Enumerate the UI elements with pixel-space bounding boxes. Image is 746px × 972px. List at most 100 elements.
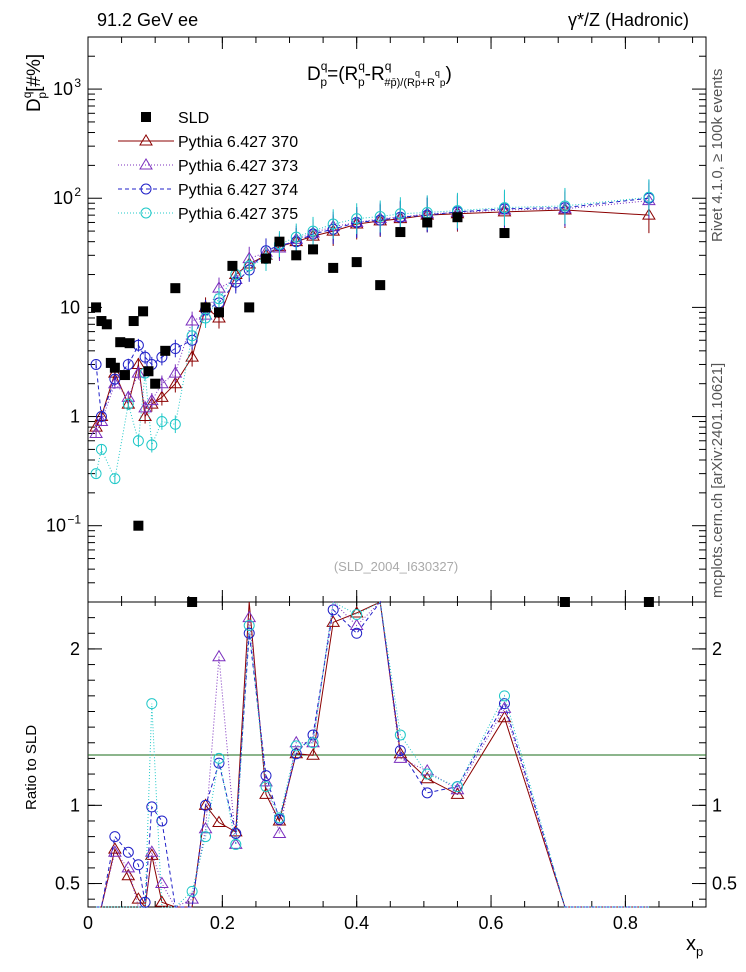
series-0	[89, 192, 656, 909]
data-point	[170, 283, 181, 294]
ratio-point	[349, 618, 364, 630]
x-tick-label: 0.2	[210, 913, 235, 933]
series-line-ratio	[96, 600, 649, 908]
data-point	[375, 280, 386, 291]
data-point	[187, 597, 198, 607]
x-tick-label: 0.8	[613, 913, 638, 933]
series-point	[132, 435, 144, 447]
series-point	[168, 376, 183, 389]
data-point	[244, 302, 255, 313]
series-point	[394, 208, 406, 220]
series-point	[139, 351, 151, 363]
ratio-point	[200, 831, 212, 843]
data-point	[499, 228, 510, 239]
ratio-point	[186, 885, 198, 897]
legend-label: Pythia 6.427 373	[178, 158, 298, 175]
ratio-point	[212, 649, 226, 662]
ratio-point	[421, 768, 433, 780]
series-point	[95, 411, 107, 423]
data-point	[101, 319, 112, 330]
ratio-point	[122, 846, 134, 858]
ratio-point	[121, 860, 136, 873]
data-point	[328, 262, 339, 273]
data-point	[91, 302, 102, 313]
series-point	[90, 468, 102, 480]
ratio-point	[349, 605, 364, 618]
legend-marker-data	[141, 112, 151, 122]
ratio-point	[451, 781, 463, 793]
ratio-tick-label: 2	[70, 639, 80, 659]
ratio-point	[421, 787, 433, 799]
data-point	[109, 362, 120, 373]
data-point	[119, 370, 130, 381]
legend-label: SLD	[178, 110, 209, 127]
data-point	[291, 250, 302, 261]
legend-label: Pythia 6.427 374	[178, 182, 298, 199]
ratio-point	[132, 859, 144, 871]
x-tick-label: 0	[83, 913, 93, 933]
ratio-axis-title: Ratio to SLD	[23, 725, 40, 810]
y-tick-label: 10	[46, 516, 66, 536]
ratio-point	[109, 831, 121, 843]
series-point	[109, 473, 121, 485]
series-point	[156, 416, 168, 428]
y-tick-label: 10	[53, 188, 73, 208]
series-point	[643, 191, 655, 203]
ratio-point	[394, 745, 406, 757]
data-point	[128, 316, 139, 327]
legend-marker	[140, 183, 152, 195]
data-point	[200, 302, 211, 313]
legend-marker	[139, 158, 153, 170]
data-point	[133, 520, 144, 531]
series-point	[374, 211, 386, 223]
series-point	[138, 409, 152, 422]
ratio-point	[260, 781, 272, 793]
series-point	[642, 208, 656, 220]
ratio-point	[498, 698, 510, 710]
series-line-ratio	[96, 601, 649, 909]
data-point	[422, 217, 433, 228]
series-point	[90, 358, 102, 370]
y-axis-title: Dqp[#%]	[20, 54, 49, 112]
y-tick-exponent: 2	[74, 185, 81, 199]
ratio-point	[228, 837, 243, 849]
ratio-point	[273, 812, 285, 824]
legend-marker	[140, 207, 152, 219]
ratio-point	[155, 876, 169, 889]
ratio-point	[230, 827, 242, 839]
ratio-point	[272, 826, 287, 838]
series-layer	[89, 179, 656, 909]
series-line-main	[95, 196, 649, 481]
ratio-point	[213, 752, 225, 764]
series-point	[243, 260, 255, 272]
ratio-point	[228, 824, 243, 837]
data-point	[351, 257, 362, 268]
data-point	[213, 307, 224, 318]
series-point	[95, 443, 107, 455]
ratio-point	[213, 757, 225, 769]
data-point	[274, 236, 285, 247]
ratio-point	[121, 868, 136, 881]
data-point	[150, 378, 161, 389]
header-right: γ*/Z (Hadronic)	[568, 10, 689, 30]
ratio-point	[230, 838, 242, 850]
ratio-point	[243, 627, 255, 639]
series-point	[168, 366, 183, 378]
legend: SLD Pythia 6.427 370 Pythia 6.427 373 Pythi…	[118, 110, 298, 223]
ratio-point	[393, 751, 408, 763]
x-tick-label: 0.4	[344, 913, 369, 933]
ratio-point	[144, 845, 159, 857]
data-point	[124, 338, 135, 349]
y-tick-label: 1	[70, 407, 80, 427]
ratio-point	[327, 604, 339, 616]
ratio-point	[200, 799, 212, 811]
legend-label: Pythia 6.427 375	[178, 206, 298, 223]
data-series-sld	[91, 212, 654, 607]
series-point	[122, 398, 134, 410]
ratio-point	[242, 610, 257, 623]
ratio-point	[212, 815, 226, 828]
legend-label: Pythia 6.427 370	[178, 134, 298, 151]
series-point	[144, 393, 159, 406]
x-tick-label: 0.6	[479, 913, 504, 933]
